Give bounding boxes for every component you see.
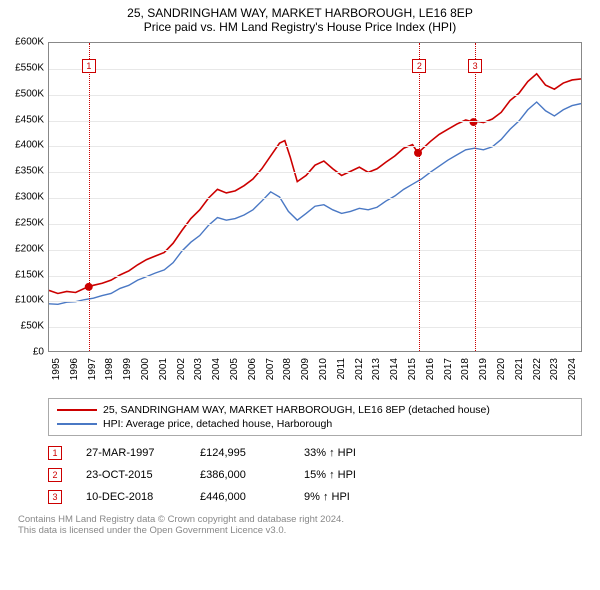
- x-axis-tick-label: 2020: [496, 358, 507, 380]
- series-property: [49, 74, 581, 294]
- title-block: 25, SANDRINGHAM WAY, MARKET HARBOROUGH, …: [0, 0, 600, 36]
- sale-marker-dot: [470, 118, 478, 126]
- y-axis-tick-label: £100K: [15, 295, 44, 306]
- plot-area: 1 2 3: [48, 42, 582, 352]
- y-axis-tick-label: £50K: [21, 321, 44, 332]
- x-axis-tick-label: 2013: [371, 358, 382, 380]
- sale-row-number: 2: [48, 468, 62, 482]
- x-axis-tick-label: 2016: [425, 358, 436, 380]
- sale-marker-number: 2: [412, 59, 426, 73]
- sale-marker-line: [419, 43, 420, 351]
- sale-row-pct: 9% ↑ HPI: [304, 491, 404, 503]
- gridline: [49, 276, 581, 277]
- x-axis-tick-label: 1996: [69, 358, 80, 380]
- y-axis-tick-label: £300K: [15, 192, 44, 203]
- x-axis-tick-label: 1999: [122, 358, 133, 380]
- sale-row-pct: 15% ↑ HPI: [304, 469, 404, 481]
- sale-row-number: 1: [48, 446, 62, 460]
- sale-row-price: £124,995: [200, 447, 280, 459]
- chart-area: £0 £50K £100K £150K £200K £250K £300K £350K £400…: [0, 36, 600, 396]
- gridline: [49, 224, 581, 225]
- x-axis-tick-label: 2007: [265, 358, 276, 380]
- x-axis-tick-label: 2000: [140, 358, 151, 380]
- footer-line-2: This data is licensed under the Open Gov…: [18, 525, 582, 536]
- x-axis-tick-label: 2024: [567, 358, 578, 380]
- sale-row-date: 23-OCT-2015: [86, 469, 176, 481]
- x-axis-labels: 1995 1996 1997 1998 1999 2000 2001 2002 2003 2004…: [48, 356, 582, 392]
- gridline: [49, 301, 581, 302]
- x-axis-tick-label: 2021: [514, 358, 525, 380]
- gridline: [49, 121, 581, 122]
- x-axis-tick-label: 2008: [282, 358, 293, 380]
- x-axis-tick-label: 1997: [87, 358, 98, 380]
- x-axis-tick-label: 2006: [247, 358, 258, 380]
- legend-swatch: [57, 409, 97, 411]
- sale-marker-number: 1: [82, 59, 96, 73]
- footer: Contains HM Land Registry data © Crown c…: [18, 514, 582, 536]
- x-axis-tick-label: 2018: [460, 358, 471, 380]
- x-axis-tick-label: 2004: [211, 358, 222, 380]
- x-axis-tick-label: 2011: [336, 358, 347, 380]
- title-line-1: 25, SANDRINGHAM WAY, MARKET HARBOROUGH, …: [0, 6, 600, 20]
- sale-marker-line: [89, 43, 90, 351]
- x-axis-tick-label: 2014: [389, 358, 400, 380]
- x-axis-tick-label: 2022: [532, 358, 543, 380]
- y-axis-labels: £0£50K£100K£150K£200K£250K£300K£350K£400…: [0, 42, 46, 352]
- legend-swatch: [57, 423, 97, 425]
- x-axis-tick-label: 2017: [443, 358, 454, 380]
- x-axis-tick-label: 2015: [407, 358, 418, 380]
- sale-row: 2 23-OCT-2015 £386,000 15% ↑ HPI: [48, 464, 582, 486]
- sale-marker-line: [475, 43, 476, 351]
- x-axis-tick-label: 2003: [193, 358, 204, 380]
- gridline: [49, 198, 581, 199]
- x-axis-tick-label: 2009: [300, 358, 311, 380]
- plot-svg: [49, 43, 581, 351]
- sale-row-price: £386,000: [200, 469, 280, 481]
- x-axis-tick-label: 2023: [549, 358, 560, 380]
- y-axis-tick-label: £550K: [15, 62, 44, 73]
- y-axis-tick-label: £250K: [15, 217, 44, 228]
- legend-label: 25, SANDRINGHAM WAY, MARKET HARBOROUGH, …: [103, 404, 490, 416]
- sale-row: 3 10-DEC-2018 £446,000 9% ↑ HPI: [48, 486, 582, 508]
- x-axis-tick-label: 2001: [158, 358, 169, 380]
- sale-row-price: £446,000: [200, 491, 280, 503]
- gridline: [49, 327, 581, 328]
- gridline: [49, 146, 581, 147]
- gridline: [49, 69, 581, 70]
- sale-row: 1 27-MAR-1997 £124,995 33% ↑ HPI: [48, 442, 582, 464]
- y-axis-tick-label: £350K: [15, 166, 44, 177]
- x-axis-tick-label: 1995: [51, 358, 62, 380]
- series-hpi: [49, 102, 581, 304]
- sales-table: 1 27-MAR-1997 £124,995 33% ↑ HPI 2 23-OCT-201…: [48, 442, 582, 508]
- y-axis-tick-label: £400K: [15, 140, 44, 151]
- x-axis-tick-label: 1998: [104, 358, 115, 380]
- y-axis-tick-label: £150K: [15, 269, 44, 280]
- x-axis-tick-label: 2002: [176, 358, 187, 380]
- x-axis-tick-label: 2010: [318, 358, 329, 380]
- y-axis-tick-label: £0: [33, 347, 44, 358]
- x-axis-tick-label: 2005: [229, 358, 240, 380]
- legend-label: HPI: Average price, detached house, Harb…: [103, 418, 332, 430]
- x-axis-tick-label: 2012: [354, 358, 365, 380]
- sale-row-pct: 33% ↑ HPI: [304, 447, 404, 459]
- y-axis-tick-label: £450K: [15, 114, 44, 125]
- gridline: [49, 172, 581, 173]
- sale-row-date: 10-DEC-2018: [86, 491, 176, 503]
- legend: 25, SANDRINGHAM WAY, MARKET HARBOROUGH, …: [48, 398, 582, 436]
- y-axis-tick-label: £600K: [15, 37, 44, 48]
- x-axis-tick-label: 2019: [478, 358, 489, 380]
- gridline: [49, 95, 581, 96]
- legend-item: 25, SANDRINGHAM WAY, MARKET HARBOROUGH, …: [57, 403, 573, 417]
- gridline: [49, 250, 581, 251]
- title-line-2: Price paid vs. HM Land Registry's House …: [0, 20, 600, 34]
- sale-marker-number: 3: [468, 59, 482, 73]
- legend-item: HPI: Average price, detached house, Harb…: [57, 417, 573, 431]
- y-axis-tick-label: £500K: [15, 88, 44, 99]
- footer-line-1: Contains HM Land Registry data © Crown c…: [18, 514, 582, 525]
- y-axis-tick-label: £200K: [15, 243, 44, 254]
- sale-row-date: 27-MAR-1997: [86, 447, 176, 459]
- sale-marker-dot: [414, 149, 422, 157]
- sale-row-number: 3: [48, 490, 62, 504]
